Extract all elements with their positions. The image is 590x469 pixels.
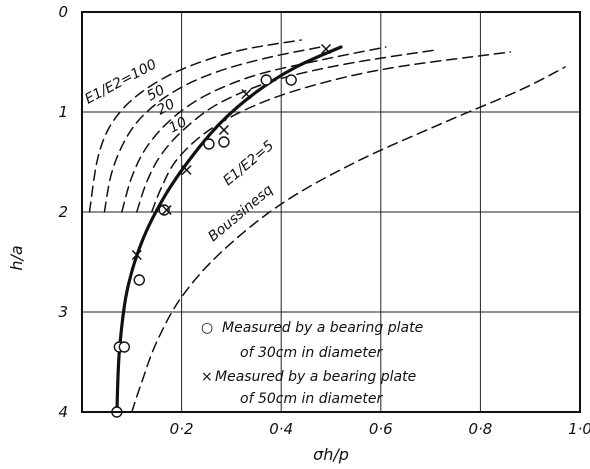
annotation-e100: E1/E2=100 [82,56,159,107]
circle-marker [134,275,144,285]
x-tick-label: 0·6 [369,420,393,438]
x-tick-label: 1·0 [568,420,590,438]
x-tick-label: 0·2 [170,420,194,438]
circle-marker [119,342,129,352]
y-tick-label: 3 [58,303,68,321]
annotation-e5: E1/E2=5 [220,138,277,189]
legend-marker-circle: ○ [201,320,213,336]
y-tick-label: 2 [58,203,68,221]
x-tick-label: 0·8 [468,420,492,438]
circle-marker [286,75,296,85]
y-axis-label: h/a [7,245,26,270]
cross-marker [219,126,228,135]
legend-line-cross-1: Measured by a bearing plate [215,369,416,385]
legend-line-cross-2: of 50cm in diameter [240,391,383,407]
legend-marker-cross: × [201,369,213,385]
x-tick-label: 0·4 [269,420,293,438]
legend-line-circle-1: Measured by a bearing plate [222,320,423,336]
circle-marker [204,139,214,149]
y-tick-label: 1 [58,103,68,121]
circle-marker [261,75,271,85]
y-tick-label: 4 [58,403,68,421]
x-axis-label: σh/p [313,445,349,464]
circle-marker [219,137,229,147]
y-tick-label: 0 [58,3,68,21]
legend-line-circle-2: of 30cm in diameter [240,345,383,361]
annotation-e10: 10 [166,114,189,137]
legend: ○ Measured by a bearing plate of 30cm in… [201,320,423,407]
